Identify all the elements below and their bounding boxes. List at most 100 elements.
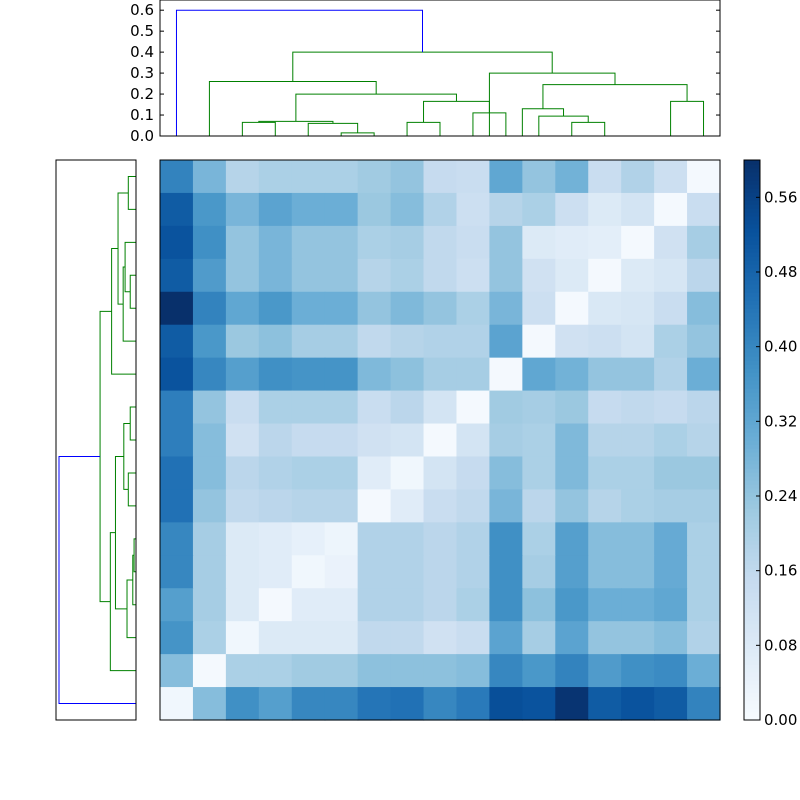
colorbar-segment [744, 524, 760, 529]
colorbar-segment [744, 372, 760, 377]
colorbar-segment [744, 700, 760, 705]
heatmap-cell [687, 588, 721, 622]
heatmap-cell [291, 588, 326, 622]
heatmap-cell [423, 291, 458, 326]
heatmap-cell [621, 522, 655, 556]
heatmap-cell [489, 621, 523, 655]
heatmap-cell [357, 258, 392, 293]
colorbar-segment [744, 220, 760, 225]
heatmap-cell [258, 324, 293, 359]
heatmap-cell [258, 192, 293, 227]
heatmap-cell [357, 489, 392, 523]
heatmap-cell [621, 160, 655, 194]
colorbar-segment [744, 676, 760, 681]
heatmap-cell [687, 192, 721, 227]
colorbar-segment [744, 388, 760, 393]
top-dendrogram-link [571, 121, 606, 136]
heatmap-cell [258, 489, 293, 523]
colorbar-segment [744, 712, 760, 717]
colorbar-tick-label: 0.24 [764, 487, 797, 505]
colorbar-segment [744, 352, 760, 357]
heatmap-cell [654, 357, 688, 392]
heatmap-cell [489, 522, 523, 556]
left-dendrogram-link [127, 472, 136, 507]
colorbar-tick-label: 0.48 [764, 263, 797, 281]
heatmap-cell [423, 555, 458, 589]
heatmap-cell [456, 324, 491, 359]
heatmap-cell [654, 258, 688, 293]
colorbar-segment [744, 296, 760, 301]
heatmap-cell [192, 456, 227, 491]
heatmap-cell [225, 324, 260, 359]
colorbar-segment [744, 532, 760, 537]
colorbar-segment [744, 436, 760, 441]
colorbar-segment [744, 480, 760, 485]
heatmap-cell [621, 489, 655, 523]
heatmap-cell [291, 225, 326, 260]
heatmap-cell [588, 522, 622, 556]
heatmap-cell [160, 588, 194, 622]
top-dendrogram-link [307, 122, 359, 136]
heatmap-cell [687, 654, 721, 688]
heatmap-cell [160, 423, 194, 458]
heatmap-cell [621, 555, 655, 589]
heatmap-cell [654, 555, 688, 589]
heatmap-cell [324, 225, 359, 260]
colorbar-segment [744, 368, 760, 373]
colorbar-segment [744, 600, 760, 605]
top-dendrogram-link [258, 120, 334, 124]
heatmap-cell [324, 324, 359, 359]
heatmap-cell [357, 225, 392, 260]
heatmap-cell [456, 160, 491, 194]
colorbar-segment [744, 320, 760, 325]
heatmap-cell [687, 225, 721, 260]
heatmap-cell [522, 555, 556, 589]
heatmap-cell [588, 687, 622, 721]
heatmap-cell [192, 192, 227, 227]
heatmap-cell [225, 423, 260, 458]
heatmap-cell [291, 423, 326, 458]
colorbar-segment [744, 224, 760, 229]
heatmap-cell [324, 456, 359, 491]
top-dendrogram-link [423, 100, 490, 123]
heatmap-cell [390, 291, 425, 326]
heatmap-cell [225, 192, 260, 227]
heatmap-cell [555, 390, 589, 425]
heatmap-cell [456, 225, 491, 260]
colorbar-segment [744, 684, 760, 689]
colorbar-segment [744, 624, 760, 629]
left-dendrogram-link [123, 423, 131, 490]
colorbar-segment [744, 176, 760, 181]
heatmap-cell [522, 687, 556, 721]
heatmap-cell [555, 654, 589, 688]
colorbar-segment [744, 204, 760, 209]
colorbar-segment [744, 244, 760, 249]
heatmap-cell [687, 258, 721, 293]
colorbar-gradient [744, 160, 760, 721]
heatmap-cell [522, 654, 556, 688]
heatmap-cell [687, 555, 721, 589]
heatmap-cell [423, 588, 458, 622]
heatmap-cell [192, 654, 227, 688]
left-dendrogram-link [109, 532, 136, 672]
colorbar-segment [744, 364, 760, 369]
colorbar-tick-label: 0.16 [764, 562, 797, 580]
heatmap-cell [192, 160, 227, 194]
heatmap-cell [687, 621, 721, 655]
left-dendrogram-links [58, 175, 136, 705]
heatmap-cell [588, 324, 622, 359]
top-dendrogram-link [521, 108, 565, 136]
heatmap-cell [324, 588, 359, 622]
colorbar-segment [744, 668, 760, 673]
heatmap-cell [555, 225, 589, 260]
heatmap-cell [291, 258, 326, 293]
colorbar-segment [744, 496, 760, 501]
heatmap-cell [225, 390, 260, 425]
heatmap-cell [160, 192, 194, 227]
heatmap-cell [390, 555, 425, 589]
heatmap-cell [489, 324, 523, 359]
heatmap-cell [291, 489, 326, 523]
colorbar-segment [744, 300, 760, 305]
heatmap-cell [291, 654, 326, 688]
heatmap-cell [225, 588, 260, 622]
